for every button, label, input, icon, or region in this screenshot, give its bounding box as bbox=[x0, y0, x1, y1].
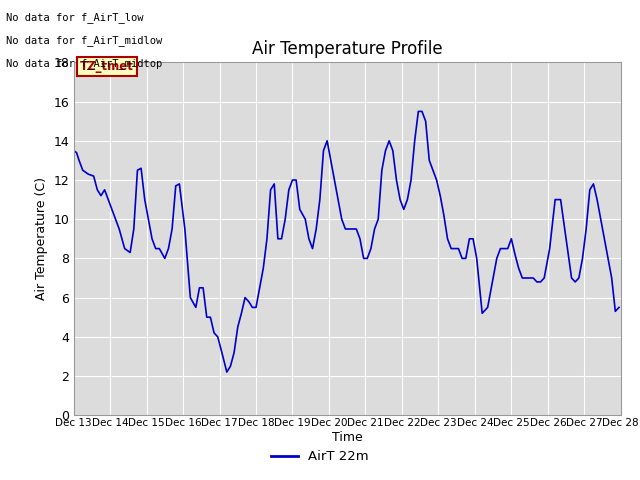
X-axis label: Time: Time bbox=[332, 431, 363, 444]
Legend: AirT 22m: AirT 22m bbox=[266, 445, 374, 468]
Text: No data for f_AirT_midlow: No data for f_AirT_midlow bbox=[6, 35, 163, 46]
Text: No data for f_AirT_low: No data for f_AirT_low bbox=[6, 12, 144, 23]
Title: Air Temperature Profile: Air Temperature Profile bbox=[252, 40, 442, 58]
Text: TZ_tmet: TZ_tmet bbox=[80, 60, 134, 73]
Y-axis label: Air Temperature (C): Air Temperature (C) bbox=[35, 177, 48, 300]
Text: No data for f_AirT_midtop: No data for f_AirT_midtop bbox=[6, 58, 163, 69]
